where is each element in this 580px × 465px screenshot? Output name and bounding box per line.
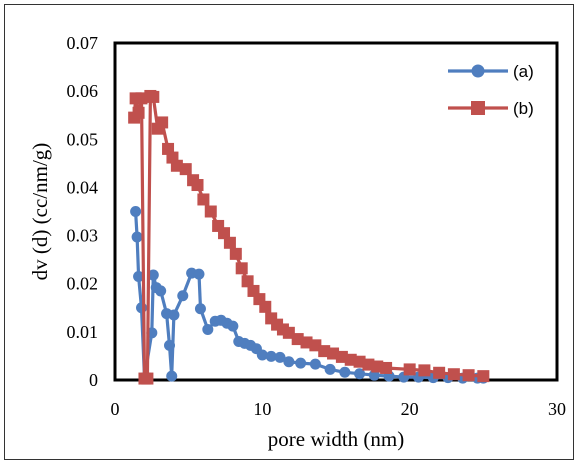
- data-point: [130, 206, 142, 217]
- legend-label: (a): [513, 62, 534, 81]
- data-point: [166, 370, 178, 382]
- data-point: [227, 320, 239, 332]
- data-point: [147, 269, 159, 281]
- legend: (a) (b): [448, 62, 534, 118]
- x-axis-title: pore width (nm): [268, 427, 404, 451]
- y-tick-label: 0.06: [67, 81, 99, 101]
- data-point: [191, 179, 204, 192]
- x-tick-label: 10: [253, 399, 271, 419]
- x-tick-label: 30: [548, 399, 566, 419]
- y-tick-label: 0.05: [67, 129, 99, 149]
- data-point: [147, 90, 160, 103]
- data-point: [324, 363, 336, 375]
- data-point: [156, 116, 169, 129]
- series-b: [128, 89, 490, 385]
- data-point: [477, 370, 490, 383]
- legend-item: (a): [448, 62, 534, 81]
- legend-label: (b): [513, 99, 534, 118]
- data-point: [131, 231, 143, 243]
- data-point: [241, 275, 254, 288]
- y-tick-label: 0.02: [67, 274, 99, 294]
- data-point: [418, 364, 431, 377]
- data-point: [462, 369, 475, 382]
- data-point: [253, 293, 266, 306]
- data-point: [380, 361, 393, 374]
- data-point: [403, 363, 416, 376]
- data-point: [179, 163, 192, 176]
- data-point: [151, 122, 164, 135]
- series-layer: [128, 89, 490, 385]
- data-point: [283, 356, 295, 368]
- data-point: [155, 285, 167, 297]
- data-point: [339, 366, 351, 378]
- data-point: [223, 236, 236, 249]
- y-tick-label: 0.01: [67, 322, 99, 342]
- data-point: [229, 247, 242, 260]
- data-point: [132, 106, 145, 119]
- x-tick-label: 0: [111, 399, 120, 419]
- data-point: [133, 270, 145, 282]
- data-point: [141, 372, 154, 385]
- plot-area: [113, 41, 559, 382]
- legend-marker: [471, 64, 485, 78]
- data-point: [259, 300, 272, 313]
- data-point: [194, 303, 206, 315]
- legend-marker: [471, 101, 485, 115]
- x-axis: 0 10 20 30: [111, 399, 567, 419]
- y-axis: 0 0.01 0.02 0.03 0.04 0.05 0.06 0.07: [67, 33, 99, 390]
- x-tick-label: 20: [401, 399, 419, 419]
- data-point: [274, 351, 286, 363]
- data-point: [168, 309, 180, 321]
- data-point: [197, 193, 210, 206]
- data-point: [204, 205, 217, 218]
- legend-item: (b): [448, 99, 534, 118]
- data-point: [202, 323, 214, 335]
- y-tick-label: 0.07: [67, 33, 99, 53]
- data-point: [193, 268, 205, 280]
- data-point: [433, 366, 446, 379]
- data-point: [177, 290, 189, 302]
- y-tick-label: 0.03: [67, 226, 99, 246]
- data-point: [295, 357, 307, 369]
- y-tick-label: 0: [89, 370, 98, 390]
- y-axis-title: dv (d) (cc/nm/g): [28, 143, 52, 281]
- data-point: [447, 368, 460, 381]
- data-point: [354, 368, 366, 380]
- data-point: [265, 350, 277, 362]
- data-point: [218, 227, 231, 240]
- data-point: [309, 358, 321, 370]
- y-tick-label: 0.04: [67, 177, 99, 197]
- data-point: [235, 262, 248, 275]
- data-point: [256, 349, 268, 361]
- data-point: [164, 339, 176, 351]
